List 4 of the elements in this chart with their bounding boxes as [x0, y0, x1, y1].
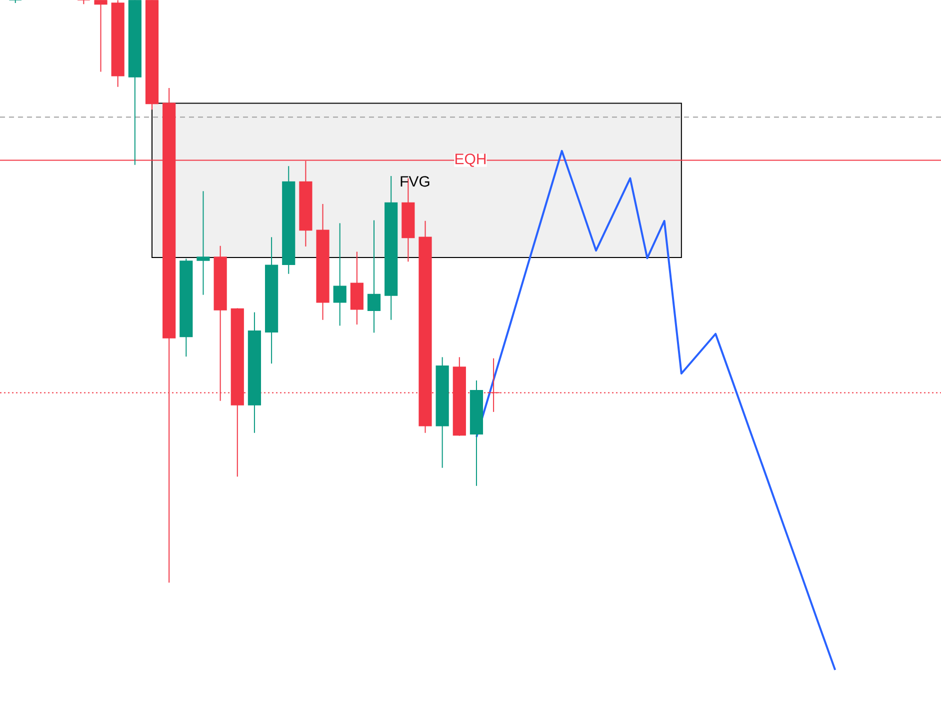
- candlestick: [367, 220, 381, 334]
- candlestick: [196, 190, 210, 296]
- ref-line-label: EQH: [455, 154, 486, 167]
- candlestick: [333, 222, 346, 326]
